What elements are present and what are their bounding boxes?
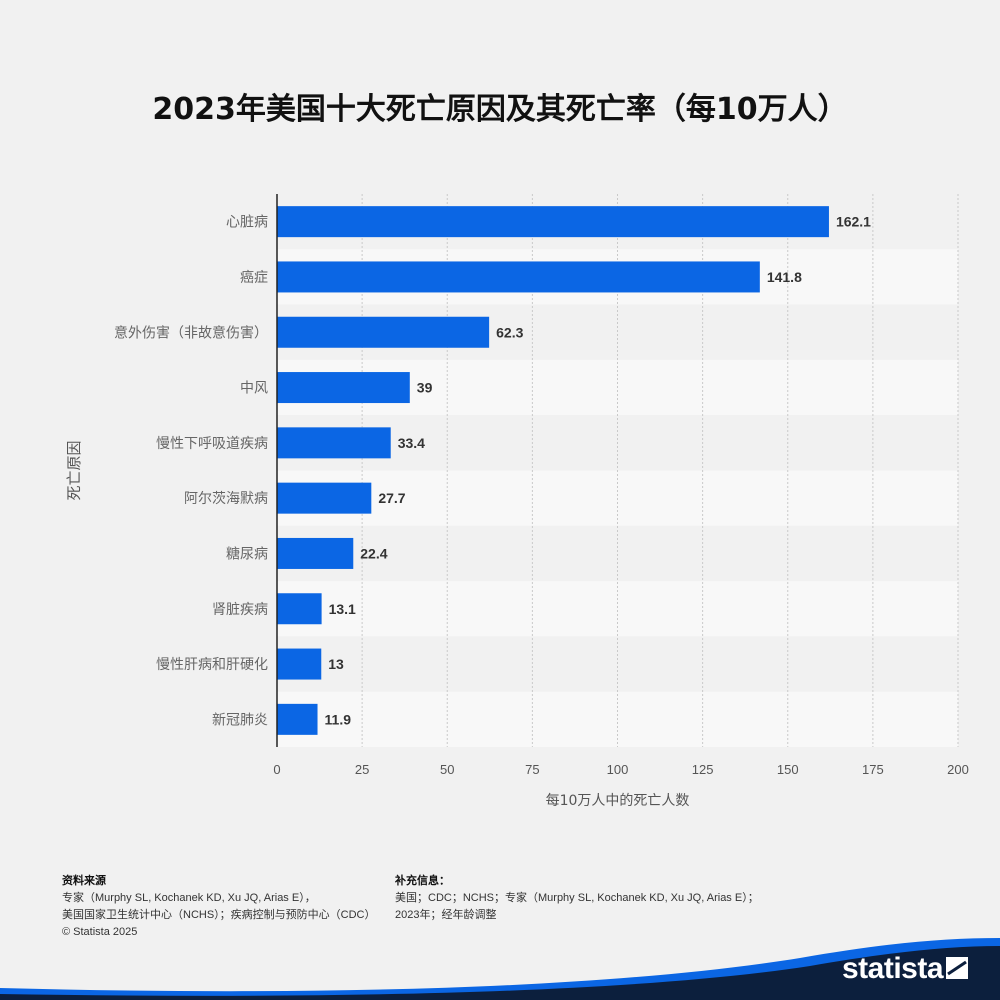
data-label: 27.7 bbox=[378, 490, 405, 506]
x-tick-label: 25 bbox=[355, 762, 369, 777]
x-tick-label: 150 bbox=[777, 762, 799, 777]
data-label: 162.1 bbox=[836, 214, 871, 230]
data-label: 22.4 bbox=[360, 545, 387, 561]
data-label: 39 bbox=[417, 380, 433, 396]
x-tick-label: 175 bbox=[862, 762, 884, 777]
source-line-1: 专家（Murphy SL, Kochanek KD, Xu JQ, Arias … bbox=[62, 892, 316, 904]
bar-chart: 162.1 心脏病 141.8 癌症 62.3 意外伤害（非故意伤害） 39 中风 33.4 慢性… bbox=[65, 194, 969, 809]
category-label: 肾脏疾病 bbox=[212, 602, 268, 618]
category-label: 糖尿病 bbox=[226, 546, 268, 562]
x-tick-label: 75 bbox=[525, 762, 539, 777]
info-line-1: 美国；CDC；NCHS；专家（Murphy SL, Kochanek KD, X… bbox=[395, 892, 759, 904]
data-label: 62.3 bbox=[496, 324, 523, 340]
source-block: 资料来源 专家（Murphy SL, Kochanek KD, Xu JQ, A… bbox=[62, 873, 376, 941]
bar bbox=[277, 261, 760, 293]
data-label: 13 bbox=[328, 656, 344, 672]
category-label: 心脏病 bbox=[226, 215, 268, 231]
statista-logo-icon bbox=[946, 957, 968, 979]
row-band bbox=[277, 581, 958, 637]
category-label: 新冠肺炎 bbox=[212, 712, 268, 728]
bar bbox=[277, 427, 391, 459]
bar bbox=[277, 593, 322, 625]
additional-info-block: 补充信息： 美国；CDC；NCHS；专家（Murphy SL, Kochanek… bbox=[395, 873, 759, 924]
category-label: 中风 bbox=[240, 381, 268, 397]
info-heading: 补充信息： bbox=[395, 875, 450, 887]
y-axis-title: 死亡原因 bbox=[65, 440, 83, 500]
category-label: 慢性下呼吸道疾病 bbox=[156, 435, 268, 452]
bar bbox=[277, 372, 410, 404]
category-label: 阿尔茨海默病 bbox=[184, 491, 268, 507]
x-tick-label: 0 bbox=[273, 762, 280, 777]
x-tick-label: 100 bbox=[607, 762, 629, 777]
bar bbox=[277, 316, 490, 348]
x-tick-label: 200 bbox=[947, 762, 969, 777]
category-label: 癌症 bbox=[240, 270, 268, 286]
data-label: 141.8 bbox=[767, 269, 802, 285]
x-tick-label: 50 bbox=[440, 762, 454, 777]
x-tick-label: 125 bbox=[692, 762, 714, 777]
bar bbox=[277, 206, 829, 238]
statista-logo-text[interactable]: statista bbox=[842, 952, 944, 985]
bar bbox=[277, 537, 354, 569]
bar bbox=[277, 648, 322, 680]
data-label: 33.4 bbox=[398, 435, 425, 451]
category-label: 慢性肝病和肝硬化 bbox=[156, 656, 268, 673]
category-label: 意外伤害（非故意伤害） bbox=[114, 324, 268, 341]
data-label: 11.9 bbox=[325, 711, 352, 727]
chart-title: 2023年美国十大死亡原因及其死亡率（每10万人） bbox=[152, 92, 848, 127]
bar bbox=[277, 703, 318, 735]
data-label: 13.1 bbox=[329, 601, 356, 617]
source-heading: 资料来源 bbox=[62, 875, 106, 887]
bar bbox=[277, 482, 372, 514]
source-line-2: 美国国家卫生统计中心（NCHS）；疾病控制与预防中心（CDC） bbox=[62, 909, 376, 921]
x-axis-title: 每10万人中的死亡人数 bbox=[546, 793, 690, 809]
copyright: © Statista 2025 bbox=[62, 926, 138, 938]
info-line-2: 2023年；经年龄调整 bbox=[395, 909, 497, 921]
